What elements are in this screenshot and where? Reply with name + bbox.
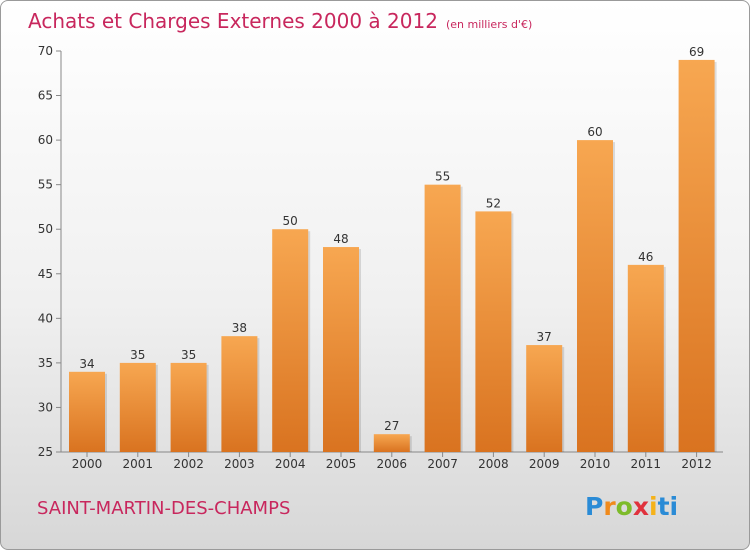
x-tick-label: 2003 (224, 457, 255, 471)
data-label: 48 (333, 232, 348, 246)
x-tick-label: 2012 (681, 457, 712, 471)
y-tick-label: 50 (38, 222, 53, 236)
bar (475, 211, 512, 452)
y-tick-label: 70 (38, 44, 53, 58)
bar (221, 336, 258, 452)
data-label: 50 (283, 214, 298, 228)
x-tick-label: 2008 (478, 457, 509, 471)
bar (119, 362, 156, 452)
logo-letter: i (649, 492, 658, 521)
data-label: 37 (537, 330, 552, 344)
logo-letter: o (615, 492, 633, 521)
bar (373, 434, 410, 452)
bar (424, 184, 461, 452)
data-label: 69 (689, 45, 704, 59)
x-tick-label: 2011 (631, 457, 662, 471)
bar (577, 140, 613, 452)
y-tick-label: 55 (38, 178, 53, 192)
data-label: 52 (486, 196, 501, 210)
bar (678, 59, 715, 453)
data-label: 27 (384, 419, 399, 433)
chart-subtitle: (en milliers d'€) (445, 18, 533, 31)
logo-letter: r (603, 492, 616, 521)
commune-name: SAINT-MARTIN-DES-CHAMPS (37, 498, 291, 519)
x-tick-label: 2005 (326, 457, 357, 471)
logo-letter: x (632, 492, 649, 521)
data-label: 46 (638, 250, 653, 264)
x-tick-label: 2000 (72, 457, 103, 471)
y-tick-label: 45 (38, 267, 53, 281)
axes: 25 30 35 40 45 50 55 60 65 70 2000 2001 2002 2003 2004… (38, 44, 723, 471)
bar (272, 229, 309, 452)
y-tick-label: 25 (38, 445, 53, 459)
bar (69, 371, 105, 452)
y-tick-label: 30 (38, 400, 53, 414)
x-tick-label: 2001 (123, 457, 154, 471)
x-tick-label: 2007 (427, 457, 458, 471)
x-tick-label: 2006 (377, 457, 408, 471)
logo-letter: P (585, 492, 604, 521)
data-label: 34 (79, 357, 94, 371)
y-tick-label: 60 (38, 133, 53, 147)
data-label: 35 (181, 348, 196, 362)
data-label: 38 (232, 321, 247, 335)
bars (69, 59, 717, 453)
bar (323, 247, 359, 452)
y-tick-label: 35 (38, 356, 53, 370)
proxiti-logo: Proxiti (585, 492, 678, 521)
y-tick-label: 65 (38, 89, 53, 103)
logo-letter: ti (657, 492, 679, 521)
data-label: 35 (130, 348, 145, 362)
y-tick-label: 40 (38, 311, 53, 325)
bar (627, 264, 664, 452)
x-tick-label: 2009 (529, 457, 560, 471)
bar (170, 362, 207, 452)
bar (526, 345, 563, 452)
x-tick-label: 2002 (173, 457, 204, 471)
data-label: 60 (587, 125, 602, 139)
chart-title: Achats et Charges Externes 2000 à 2012 (e… (28, 9, 532, 33)
title-text: Achats et Charges Externes 2000 à 2012 (28, 9, 438, 33)
data-labels: 34 35 35 38 50 48 27 55 52 37 60 46 69 (79, 45, 704, 433)
data-label: 55 (435, 170, 450, 184)
x-tick-label: 2004 (275, 457, 306, 471)
x-tick-label: 2010 (580, 457, 611, 471)
